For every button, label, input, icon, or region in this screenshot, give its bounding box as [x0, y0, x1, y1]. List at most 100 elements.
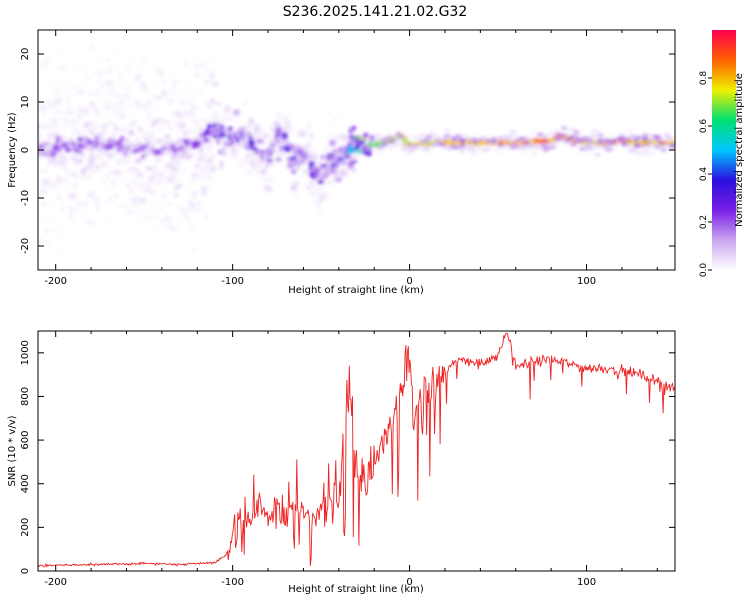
spectrogram-cell [194, 56, 201, 61]
spectrogram-cell [191, 194, 198, 200]
colorbar-tick-label: 0.2 [699, 215, 709, 229]
spectrogram-cell [543, 148, 550, 152]
spectrogram-cell [119, 107, 126, 113]
spectrogram-cell [281, 151, 289, 156]
spectrogram-cell [645, 145, 652, 149]
spectrogram-cell [89, 191, 96, 197]
spectrogram-cell [204, 163, 209, 170]
spectrogram-cell [44, 58, 50, 64]
spectrogram-cell [591, 134, 598, 138]
spectrogram-cell [197, 148, 204, 154]
spectrogram-cell [293, 144, 301, 150]
spectrogram-cell [198, 210, 203, 214]
spectrogram-cell [248, 140, 255, 146]
spectrogram-cell [98, 95, 104, 100]
spectrogram-cell [122, 127, 129, 133]
spectrogram-cell [162, 79, 167, 84]
spectrogram-cell [77, 83, 84, 88]
spectrogram-cell [203, 194, 210, 198]
spectrogram-cell [104, 103, 110, 108]
spectrogram-cell [170, 91, 176, 96]
snr-frame [37, 330, 676, 572]
spectrogram-cell [59, 206, 65, 212]
spectrogram-cell [326, 180, 334, 185]
spectrogram-cell [147, 184, 152, 189]
spectrogram-cell [305, 142, 313, 147]
spectrogram-cell [200, 152, 207, 159]
colorbar-tick-label: 0.6 [699, 119, 709, 134]
spectrogram-cell [317, 161, 324, 165]
spectrogram-cell [122, 120, 128, 125]
spectrogram-cell [206, 214, 213, 218]
spectrogram-cell [70, 206, 78, 211]
spectrogram-cell [56, 195, 62, 201]
spectrogram-cell [110, 180, 116, 184]
spectrogram-cell [192, 94, 197, 99]
spectrogram-cell [395, 143, 403, 148]
spectrogram-cell [117, 205, 122, 209]
spectrogram-cell [112, 110, 120, 116]
spectrogram-cell [651, 149, 658, 153]
spectrogram-cell [137, 141, 144, 146]
spectrogram-cell [206, 175, 213, 181]
spectrogram-cell [79, 153, 87, 159]
spectrogram-cell [152, 84, 159, 89]
spectrogram-cell [236, 112, 243, 116]
spectrogram-cell [52, 90, 60, 95]
spectrogram-cell [196, 207, 204, 212]
spectrogram-cell [275, 114, 282, 120]
spectrogram-cell [459, 144, 466, 148]
spectrogram-cell [200, 62, 207, 67]
spectrogram-cell [98, 71, 104, 77]
spectrogram-cell [276, 121, 281, 128]
spectrogram-cell [143, 87, 150, 93]
spectrogram-cell [92, 123, 98, 130]
spectrogram-cell [115, 78, 123, 82]
spectrogram-cell [624, 137, 631, 141]
spectrogram-cell [543, 145, 550, 150]
spectrogram-cell [89, 89, 95, 96]
spectrogram-cell [204, 170, 209, 177]
spectrogram-cell [669, 140, 675, 144]
spectrogram-cell [594, 145, 601, 149]
spectrogram-cell [312, 156, 318, 160]
spectrogram-cell [351, 167, 357, 173]
spectrogram-cell [155, 195, 162, 200]
spectrogram-cell [50, 111, 56, 115]
spectrogram-cell [90, 130, 95, 134]
spectrogram-cell [386, 131, 394, 136]
spectrogram-cell [185, 84, 191, 90]
spectrogram-cell [188, 151, 195, 156]
spectrogram-cell [43, 202, 51, 208]
spectrogram-cell [74, 63, 80, 70]
spectrogram-cell [125, 66, 132, 73]
spectrogram-cell [588, 146, 595, 151]
spectrogram-cell [104, 175, 110, 179]
spectrogram-cell [178, 123, 186, 128]
spectrogram-cell [212, 82, 219, 87]
x-tick-label: -200 [44, 577, 67, 588]
spectrogram-cell [389, 146, 397, 150]
spectrogram-cell [194, 106, 201, 113]
spectrogram-cell [185, 195, 191, 201]
snr-y-axis-label: SNR (10 * v/v) [7, 415, 18, 486]
spectrogram-cell [53, 123, 59, 128]
spectrogram-cell [55, 151, 63, 155]
spectrogram-cell [345, 168, 351, 175]
spectrogram-cell [251, 133, 258, 140]
spectrogram-cell [582, 136, 589, 140]
spectrogram-cell [666, 136, 673, 140]
spectrogram-cell [104, 215, 110, 221]
spectrogram-cell [531, 152, 538, 156]
spectrogram-cell [531, 131, 538, 135]
spectrogram-cell [129, 84, 134, 89]
spectrogram-cell [97, 112, 105, 119]
spectrogram-cell [43, 241, 51, 245]
spectrogram-cell [211, 115, 219, 120]
spectrogram-cell [175, 160, 183, 164]
spectrogram-cell [56, 224, 63, 231]
y-tick-label: 1000 [20, 340, 31, 365]
spectrogram-cell [216, 102, 221, 106]
spectrogram-cell [77, 136, 83, 142]
spectrogram-cell [46, 143, 54, 149]
